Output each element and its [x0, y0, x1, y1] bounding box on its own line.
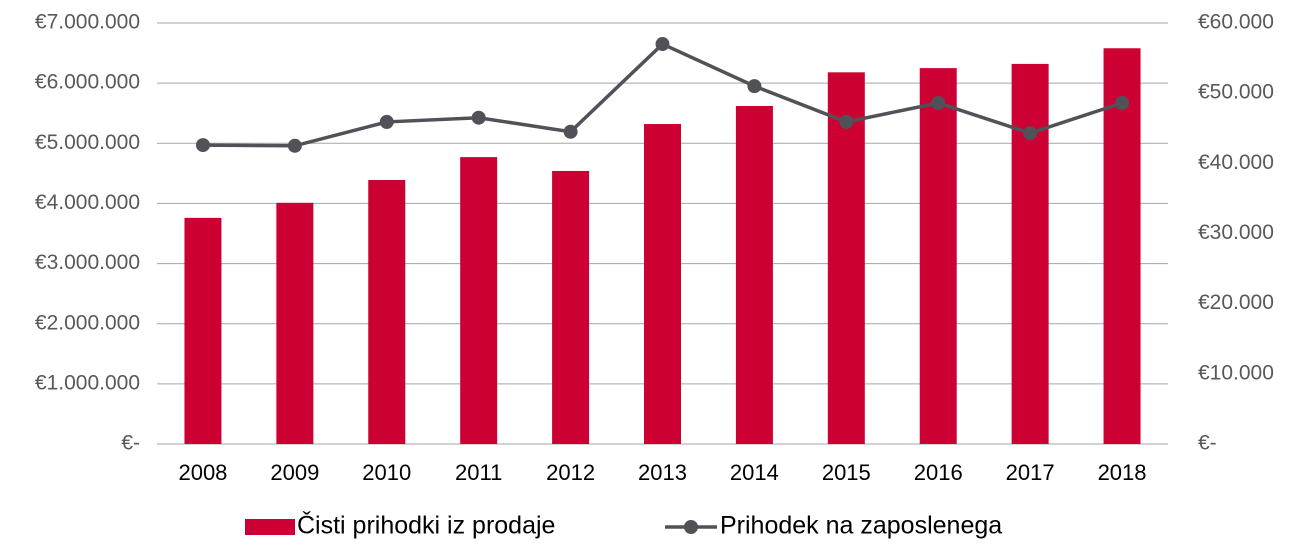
- bar: [735, 105, 773, 445]
- bar: [919, 68, 957, 444]
- y2-tick-label: €50.000: [1198, 81, 1274, 104]
- y-tick-label: €-: [121, 432, 140, 455]
- y2-tick-label: €-: [1198, 432, 1217, 455]
- bar: [827, 72, 865, 445]
- y2-tick-label: €40.000: [1198, 151, 1274, 174]
- y2-tick-label: €20.000: [1198, 291, 1274, 314]
- x-tick-label: 2008: [178, 460, 227, 485]
- line-marker: [379, 114, 394, 129]
- line-marker: [195, 138, 210, 153]
- legend-label: Prihodek na zaposlenega: [720, 512, 1002, 540]
- legend-label: Čisti prihodki iz prodaje: [297, 511, 555, 540]
- bar: [552, 170, 590, 445]
- line-marker: [839, 114, 854, 129]
- y-tick-label: €3.000.000: [35, 251, 140, 274]
- x-tick-label: 2015: [822, 460, 871, 485]
- x-tick-label: 2011: [455, 460, 502, 485]
- bar: [1103, 48, 1141, 444]
- y-tick-label: €4.000.000: [35, 191, 140, 214]
- y-tick-label: €1.000.000: [35, 371, 140, 394]
- y2-tick-label: €10.000: [1198, 361, 1274, 384]
- bar: [1011, 63, 1049, 444]
- bar: [644, 124, 681, 444]
- x-tick-label: 2016: [914, 460, 963, 485]
- legend-marker: [684, 520, 698, 534]
- y2-tick-label: €60.000: [1198, 11, 1274, 34]
- legend-swatch: [245, 519, 295, 535]
- x-tick-label: 2013: [638, 460, 687, 485]
- x-tick-label: 2012: [546, 460, 595, 485]
- y-tick-label: €6.000.000: [35, 71, 140, 94]
- x-tick-label: 2018: [1098, 460, 1147, 485]
- bar: [368, 179, 406, 445]
- line-marker: [655, 37, 670, 52]
- line-marker: [747, 79, 762, 94]
- x-tick-label: 2017: [1006, 460, 1055, 485]
- x-tick-label: 2009: [270, 460, 319, 485]
- line-marker: [1023, 126, 1038, 141]
- bar: [276, 202, 314, 444]
- line-marker: [287, 138, 302, 153]
- line-marker: [931, 95, 946, 110]
- y2-tick-label: €30.000: [1198, 221, 1274, 244]
- y-tick-label: €5.000.000: [35, 131, 140, 154]
- line-marker: [471, 110, 486, 125]
- line-marker: [563, 124, 578, 139]
- bar: [460, 157, 498, 444]
- y-tick-label: €2.000.000: [35, 311, 140, 334]
- line-marker: [1115, 95, 1130, 110]
- bar: [184, 217, 222, 444]
- y-tick-label: €7.000.000: [35, 11, 140, 34]
- x-tick-label: 2010: [362, 460, 411, 485]
- x-tick-label: 2014: [730, 460, 779, 485]
